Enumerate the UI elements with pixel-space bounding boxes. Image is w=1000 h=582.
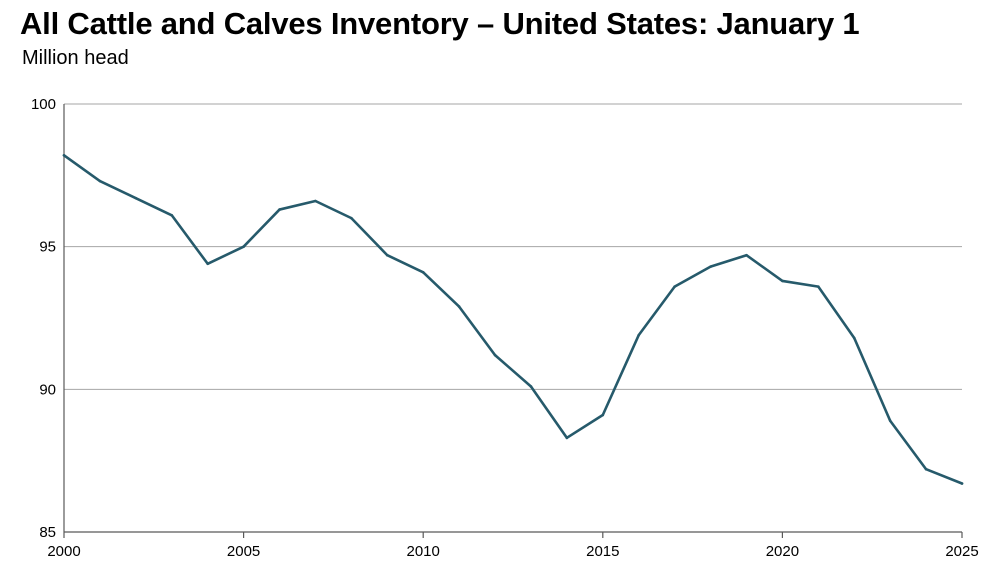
series-line xyxy=(62,154,964,485)
chart-title: All Cattle and Calves Inventory – United… xyxy=(20,6,860,41)
y-tick-label: 95 xyxy=(39,239,56,256)
y-tick-label: 100 xyxy=(31,96,56,113)
axes xyxy=(63,104,963,538)
x-tick-label: 2020 xyxy=(766,543,799,560)
y-tick-label: 85 xyxy=(39,524,56,541)
data-point xyxy=(457,305,461,308)
data-point xyxy=(206,262,209,266)
data-point xyxy=(817,285,820,288)
data-point xyxy=(637,333,641,337)
x-tick-label: 2015 xyxy=(586,543,619,560)
y-tick-label: 90 xyxy=(39,381,56,398)
x-tick-label: 2005 xyxy=(227,543,260,560)
x-tick-labels: 2000 2005 2010 2015 2020 2025 xyxy=(47,543,978,560)
series xyxy=(62,154,964,485)
data-point xyxy=(565,436,569,440)
data-point xyxy=(493,353,497,357)
x-tick-label: 2000 xyxy=(47,543,80,560)
data-point xyxy=(924,467,928,471)
data-point xyxy=(421,271,425,274)
data-point xyxy=(350,216,353,220)
data-point xyxy=(314,199,317,203)
data-point xyxy=(62,154,66,157)
data-point xyxy=(960,482,964,485)
x-tick-label: 2025 xyxy=(945,543,978,560)
data-point xyxy=(745,253,748,257)
chart-subtitle: Million head xyxy=(22,47,129,69)
data-point xyxy=(170,213,174,217)
data-point xyxy=(673,285,676,288)
data-point xyxy=(278,208,281,211)
data-point xyxy=(709,265,712,268)
x-tick-label: 2010 xyxy=(407,543,440,560)
data-point xyxy=(888,419,892,423)
y-tick-labels: 85 90 95 100 xyxy=(31,96,56,541)
data-point xyxy=(852,336,856,340)
data-point xyxy=(134,196,138,200)
data-point xyxy=(781,279,784,283)
data-point xyxy=(385,253,389,257)
gridlines xyxy=(64,103,962,390)
data-point xyxy=(529,385,533,388)
data-point xyxy=(242,245,245,248)
data-point xyxy=(98,179,102,183)
data-point xyxy=(601,413,605,417)
